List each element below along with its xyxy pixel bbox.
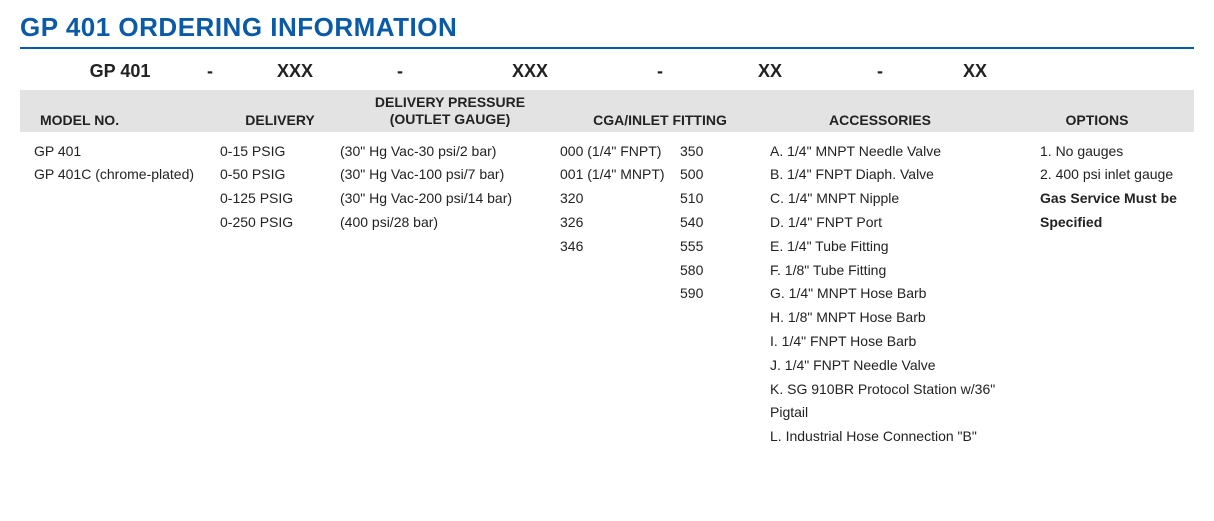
- format-seg-4: XX: [920, 61, 1030, 82]
- accessory-item: D. 1/4" FNPT Port: [770, 211, 1034, 235]
- header-cga: CGA/INLET FITTING: [560, 112, 760, 128]
- accessory-item: J. 1/4" FNPT Needle Valve: [770, 354, 1034, 378]
- format-sep-3: -: [620, 61, 700, 82]
- accessory-item: I. 1/4" FNPT Hose Barb: [770, 330, 1034, 354]
- option-item: 1. No gauges: [1040, 140, 1188, 164]
- format-sep-2: -: [360, 61, 440, 82]
- cga-item: 590: [680, 282, 754, 306]
- header-options: OPTIONS: [1000, 112, 1194, 128]
- outlet-item: (30" Hg Vac-100 psi/7 bar): [340, 163, 554, 187]
- cga-item: 346: [560, 235, 674, 259]
- cga-item: 555: [680, 235, 754, 259]
- column-header-band: MODEL NO. DELIVERY DELIVERY PRESSURE (OU…: [20, 90, 1194, 132]
- header-model: MODEL NO.: [20, 112, 220, 128]
- header-accessories: ACCESSORIES: [760, 112, 1000, 128]
- col-cga-left: 000 (1/4" FNPT) 001 (1/4" MNPT) 320 326 …: [560, 140, 680, 259]
- format-seg-3: XX: [700, 61, 840, 82]
- delivery-item: 0-50 PSIG: [220, 163, 334, 187]
- cga-item: 540: [680, 211, 754, 235]
- options-note-line: Specified: [1040, 211, 1188, 235]
- options-note-line: Gas Service Must be: [1040, 187, 1188, 211]
- format-sep-4: -: [840, 61, 920, 82]
- header-delivery: DELIVERY: [220, 112, 340, 128]
- outlet-item: (30" Hg Vac-200 psi/14 bar): [340, 187, 554, 211]
- format-seg-1: XXX: [230, 61, 360, 82]
- accessory-item: C. 1/4" MNPT Nipple: [770, 187, 1034, 211]
- cga-item: 500: [680, 163, 754, 187]
- accessory-item: E. 1/4" Tube Fitting: [770, 235, 1034, 259]
- accessory-item: G. 1/4" MNPT Hose Barb: [770, 282, 1034, 306]
- col-model-no: GP 401 GP 401C (chrome-plated): [20, 140, 220, 188]
- cga-item: 001 (1/4" MNPT): [560, 163, 674, 187]
- model-no-item: GP 401: [34, 140, 214, 164]
- format-pattern-row: GP 401 - XXX - XXX - XX - XX: [20, 55, 1194, 90]
- cga-item: 000 (1/4" FNPT): [560, 140, 674, 164]
- header-outlet: DELIVERY PRESSURE (OUTLET GAUGE): [340, 94, 560, 128]
- cga-item: 580: [680, 259, 754, 283]
- accessory-item: K. SG 910BR Protocol Station w/36" Pigta…: [770, 378, 1034, 426]
- accessory-item: A. 1/4" MNPT Needle Valve: [770, 140, 1034, 164]
- page-title: GP 401 ORDERING INFORMATION: [20, 12, 1194, 49]
- data-body: GP 401 GP 401C (chrome-plated) 0-15 PSIG…: [20, 132, 1194, 449]
- header-outlet-top: DELIVERY PRESSURE: [375, 94, 525, 111]
- col-cga-right: 350 500 510 540 555 580 590: [680, 140, 760, 307]
- outlet-item: (400 psi/28 bar): [340, 211, 554, 235]
- delivery-item: 0-15 PSIG: [220, 140, 334, 164]
- format-model: GP 401: [20, 61, 190, 82]
- cga-item: 350: [680, 140, 754, 164]
- col-delivery: 0-15 PSIG 0-50 PSIG 0-125 PSIG 0-250 PSI…: [220, 140, 340, 235]
- col-outlet-gauge: (30" Hg Vac-30 psi/2 bar) (30" Hg Vac-10…: [340, 140, 560, 235]
- col-accessories: A. 1/4" MNPT Needle Valve B. 1/4" FNPT D…: [760, 140, 1040, 449]
- delivery-item: 0-125 PSIG: [220, 187, 334, 211]
- accessory-item: L. Industrial Hose Connection "B": [770, 425, 1034, 449]
- accessory-item: F. 1/8" Tube Fitting: [770, 259, 1034, 283]
- format-seg-2: XXX: [440, 61, 620, 82]
- cga-item: 510: [680, 187, 754, 211]
- outlet-item: (30" Hg Vac-30 psi/2 bar): [340, 140, 554, 164]
- col-options: 1. No gauges 2. 400 psi inlet gauge Gas …: [1040, 140, 1194, 235]
- option-item: 2. 400 psi inlet gauge: [1040, 163, 1188, 187]
- header-outlet-bottom: (OUTLET GAUGE): [390, 111, 511, 128]
- cga-item: 326: [560, 211, 674, 235]
- model-no-item: GP 401C (chrome-plated): [34, 163, 214, 187]
- format-sep-1: -: [190, 61, 230, 82]
- accessory-item: B. 1/4" FNPT Diaph. Valve: [770, 163, 1034, 187]
- cga-item: 320: [560, 187, 674, 211]
- accessory-item: H. 1/8" MNPT Hose Barb: [770, 306, 1034, 330]
- delivery-item: 0-250 PSIG: [220, 211, 334, 235]
